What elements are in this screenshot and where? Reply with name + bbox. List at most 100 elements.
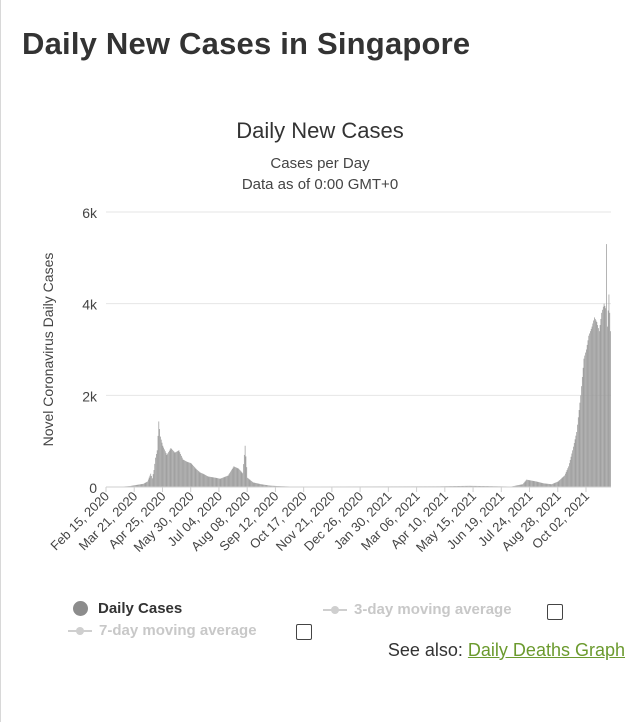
chart-subtitle: Cases per Day (270, 155, 370, 172)
bar (272, 485, 273, 487)
bar (555, 482, 557, 487)
legend-label-3day: 3-day moving average (354, 601, 512, 618)
bar (570, 456, 572, 487)
bar (201, 473, 202, 487)
bar (534, 481, 536, 487)
bar (541, 482, 543, 487)
bar (137, 484, 139, 487)
bar (540, 482, 541, 487)
bar (590, 331, 591, 487)
bar (149, 475, 151, 487)
bar (591, 326, 593, 487)
bar (516, 485, 518, 487)
legend-daily-cases[interactable]: Daily Cases (73, 600, 182, 617)
bar (530, 480, 532, 487)
bar (608, 294, 610, 487)
bar (181, 455, 182, 487)
bar (193, 466, 195, 487)
bar (208, 476, 210, 487)
bar (230, 471, 231, 487)
bar (271, 485, 273, 487)
bar (209, 476, 210, 487)
bar (590, 328, 592, 488)
legend-label-7day: 7-day moving average (99, 622, 257, 639)
bar (198, 471, 200, 487)
bar (560, 478, 562, 487)
bar (515, 485, 517, 487)
bar (167, 453, 169, 487)
legend-3day-average[interactable]: 3-day moving average (323, 601, 512, 618)
3day-average-checkbox[interactable] (547, 604, 563, 620)
bar (224, 476, 226, 487)
bar (554, 482, 556, 488)
bar (557, 481, 559, 487)
bar (474, 485, 476, 487)
bar (139, 484, 140, 487)
y-tick-label: 4k (82, 297, 98, 313)
bar (533, 481, 535, 487)
bar (147, 481, 148, 487)
bar (211, 477, 213, 487)
legend-dot-icon (73, 601, 88, 616)
bar (228, 474, 230, 487)
bar (197, 470, 198, 487)
bar (478, 485, 480, 487)
bar (151, 478, 153, 487)
bar (515, 485, 516, 487)
bar (265, 485, 267, 487)
bar (231, 470, 232, 487)
bar (517, 485, 519, 487)
bar (215, 477, 217, 487)
bar (476, 485, 478, 487)
bar (477, 485, 478, 487)
bar (548, 483, 550, 487)
bar (218, 478, 220, 487)
bar (531, 480, 533, 487)
bar (547, 483, 548, 487)
bar (196, 469, 198, 487)
bar (551, 484, 553, 487)
bar (160, 439, 162, 487)
bar (587, 340, 589, 487)
bar (520, 484, 522, 487)
bar (573, 443, 575, 487)
bar (268, 485, 269, 488)
bar (599, 325, 601, 487)
bar (206, 476, 208, 487)
bar (535, 481, 537, 487)
bar (213, 477, 215, 487)
bar (244, 445, 246, 487)
bar (181, 457, 183, 487)
bar (187, 462, 189, 487)
bar (251, 481, 252, 487)
bar (142, 483, 144, 487)
bar (136, 484, 138, 487)
bar (598, 328, 599, 487)
legend-7day-average[interactable]: 7-day moving average (68, 622, 257, 639)
bar (189, 462, 191, 487)
7day-average-checkbox[interactable] (296, 624, 312, 640)
bar (248, 479, 250, 487)
daily-deaths-graph-link[interactable]: Daily Deaths Graph (467, 640, 625, 660)
bar (199, 472, 201, 487)
bar (190, 463, 192, 487)
bar (241, 472, 243, 487)
bar (219, 478, 221, 487)
bar (176, 451, 177, 487)
bar (589, 333, 590, 487)
bar (571, 453, 573, 487)
bar (272, 485, 274, 487)
bar (607, 310, 609, 487)
bar (242, 473, 244, 487)
bar (191, 464, 193, 487)
bar (535, 481, 536, 487)
bar (522, 484, 523, 487)
bar (180, 454, 181, 487)
bar (227, 475, 228, 487)
bar (235, 467, 237, 487)
bar (464, 485, 465, 487)
bar (172, 450, 174, 487)
bar (527, 479, 529, 487)
bar (152, 474, 154, 487)
bar (602, 306, 604, 487)
